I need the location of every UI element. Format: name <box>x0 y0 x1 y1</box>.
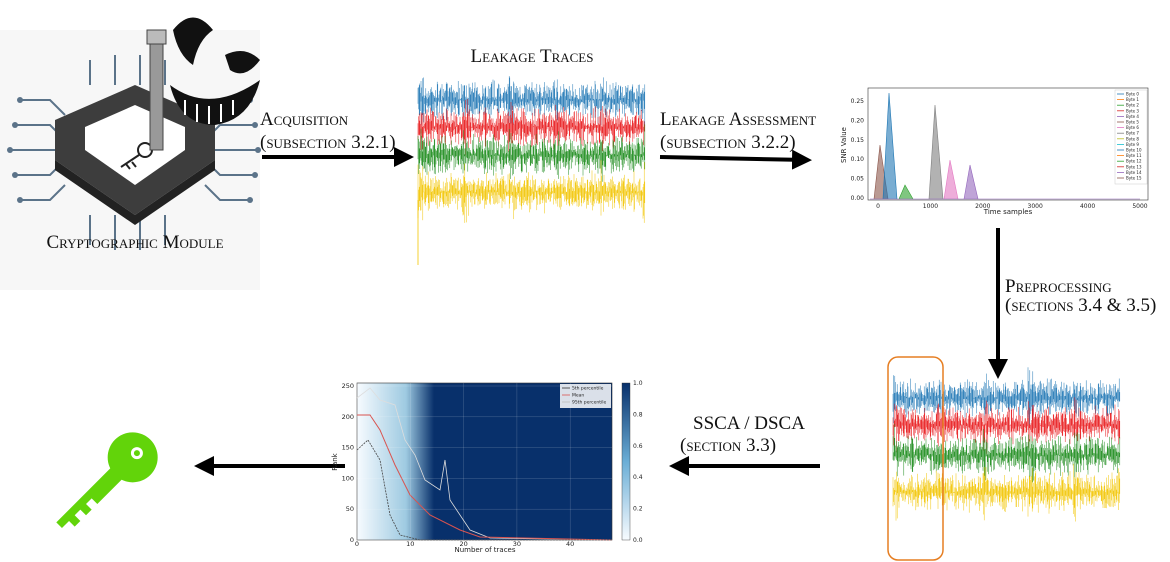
trace-band <box>417 124 646 182</box>
axis-label: Time samples <box>983 208 1033 216</box>
preprocessed-traces <box>892 367 1121 522</box>
trace-band <box>892 463 1121 522</box>
rank-plot: Rank Number of traces 0 50 100 150 200 250 0 10… <box>331 380 643 554</box>
legend-entry: Byte 4 <box>1126 114 1139 119</box>
y-tick-label: 200 <box>342 413 354 421</box>
arrow <box>659 149 812 170</box>
x-tick-label: 1000 <box>923 203 938 210</box>
legend-entry: Byte 10 <box>1126 148 1142 153</box>
edge-label: Leakage Assessment <box>660 109 816 130</box>
x-tick-label: 2000 <box>975 203 990 210</box>
trace-band <box>417 76 646 126</box>
legend-entry: Byte 12 <box>1126 159 1142 164</box>
colorbar-tick-label: 0.0 <box>633 537 643 544</box>
x-tick-label: 20 <box>459 540 467 548</box>
edge-label: Preprocessing <box>1005 276 1112 297</box>
edge-ref: (subsection 3.2.2) <box>660 132 796 153</box>
legend-entry: Byte 0 <box>1126 92 1139 97</box>
y-tick-label: 150 <box>342 444 354 452</box>
y-tick-label: 0.15 <box>851 137 865 144</box>
chip-illustration: Cryptographic Module <box>0 17 261 290</box>
x-tick-label: 3000 <box>1028 203 1043 210</box>
trace-band <box>417 160 646 223</box>
key-icon <box>56 432 158 529</box>
y-tick-label: 0.05 <box>851 176 865 183</box>
axis-label: SNR Value <box>840 127 848 163</box>
x-tick-label: 10 <box>406 540 414 548</box>
legend-entry: Byte 1 <box>1126 97 1139 102</box>
y-tick-label: 250 <box>342 382 354 390</box>
edge-label: SSCA / DSCA <box>693 413 805 434</box>
x-tick-label: 0 <box>355 540 359 548</box>
legend-entry: Byte 3 <box>1126 108 1139 113</box>
legend-entry: 95th percentile <box>572 400 607 406</box>
y-tick-label: 0.10 <box>851 156 865 163</box>
edge-ref: (sections 3.4 & 3.5) <box>1005 295 1156 316</box>
legend-entry: Byte 7 <box>1126 131 1139 136</box>
x-tick-label: 4000 <box>1080 203 1095 210</box>
snr-peak <box>963 164 979 200</box>
window-highlight <box>887 356 944 561</box>
traces-title: Leakage Traces <box>471 46 594 67</box>
leakage-traces <box>417 76 646 265</box>
legend-entry: Byte 14 <box>1126 170 1142 175</box>
snr-peak <box>943 159 959 200</box>
legend-entry: Mean <box>572 393 584 399</box>
axis-label: Number of traces <box>454 546 515 554</box>
colorbar-tick-label: 1.0 <box>633 380 643 387</box>
legend-entry: 5th percentile <box>572 386 604 392</box>
module-label: Cryptographic Module <box>46 232 223 253</box>
legend-entry: Byte 15 <box>1126 176 1142 181</box>
x-tick-label: 0 <box>876 203 880 210</box>
legend-entry: Byte 9 <box>1126 142 1139 147</box>
y-tick-label: 0.00 <box>851 195 865 202</box>
snr-peak <box>898 184 914 200</box>
x-tick-label: 30 <box>513 540 521 548</box>
colorbar-tick-label: 0.2 <box>633 506 643 513</box>
axis-label: Rank <box>331 452 339 470</box>
x-tick-label: 5000 <box>1132 203 1147 210</box>
arrows <box>194 147 1008 476</box>
colorbar-tick-label: 0.6 <box>633 443 643 450</box>
edge-ref: (subsection 3.2.1) <box>260 132 396 153</box>
legend-entry: Byte 2 <box>1126 103 1139 108</box>
legend-entry: Byte 11 <box>1126 153 1142 158</box>
snr-peak <box>882 92 898 200</box>
trace-band <box>417 98 646 156</box>
colorbar-tick-label: 0.4 <box>633 474 643 481</box>
y-tick-label: 50 <box>346 505 354 513</box>
y-tick-label: 0.25 <box>851 98 865 105</box>
snr-peak <box>928 104 944 200</box>
x-tick-label: 40 <box>566 540 574 548</box>
edge-ref: (section 3.3) <box>680 435 776 456</box>
edge-label: Acquisition <box>260 109 349 130</box>
snr-plot: SNR Value Time samples 0.00 0.05 0.10 0.15 0… <box>840 87 1149 216</box>
y-tick-label: 0 <box>350 536 354 544</box>
legend-entry: Byte 8 <box>1126 136 1139 141</box>
legend-entry: Byte 6 <box>1126 125 1139 130</box>
legend-entry: Byte 5 <box>1126 120 1139 125</box>
colorbar-tick-label: 0.8 <box>633 411 643 418</box>
y-tick-label: 0.20 <box>851 117 865 124</box>
legend-entry: Byte 13 <box>1126 164 1142 169</box>
y-tick-label: 100 <box>342 474 354 482</box>
